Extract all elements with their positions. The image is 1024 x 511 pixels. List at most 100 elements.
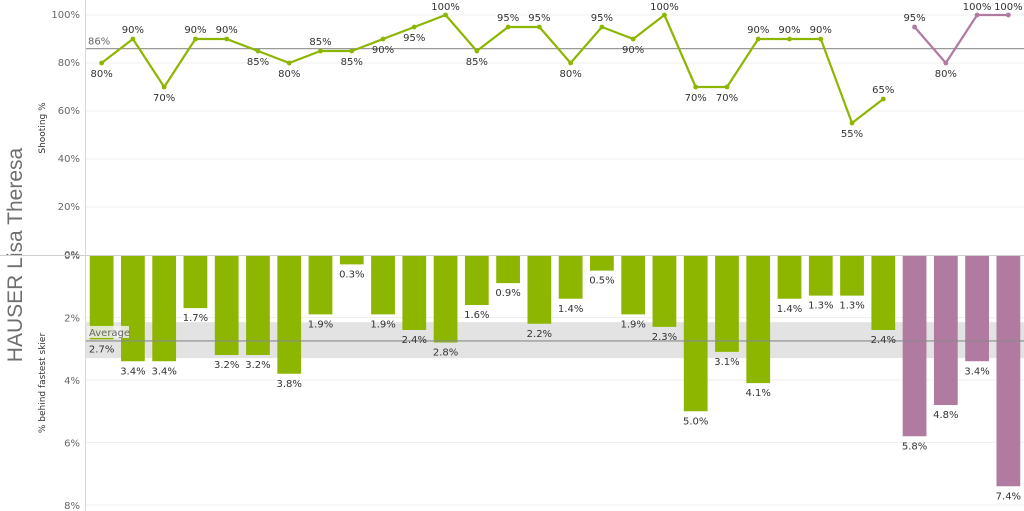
shooting-data-label: 90% (747, 25, 769, 36)
shooting-reference: 86% (86, 37, 1024, 50)
time-y-tick: 8% (64, 501, 80, 511)
shooting-point (599, 24, 605, 30)
shooting-y-tick: 60% (58, 106, 80, 117)
time-data-label: 7.4% (996, 491, 1021, 502)
shooting-data-label: 80% (278, 69, 300, 80)
shooting-point (411, 24, 417, 30)
shooting-point (380, 36, 386, 42)
time-data-label: 1.6% (464, 310, 489, 321)
shooting-point (943, 60, 949, 66)
time-bar (558, 256, 583, 299)
shooting-axis-title: Shooting % (38, 102, 48, 154)
time-data-label: 2.3% (652, 332, 677, 343)
shooting-data-label: 95% (903, 13, 925, 24)
shooting-point (787, 36, 792, 42)
shooting-point (662, 12, 667, 18)
time-bar (121, 256, 145, 362)
time-bar (933, 256, 958, 405)
time-data-label: 1.3% (839, 301, 864, 312)
time-y-tick: 6% (64, 439, 80, 450)
shooting-point (755, 36, 761, 42)
time-data-label: 1.9% (620, 319, 645, 330)
time-data-label: 0.9% (495, 288, 520, 299)
shooting-point (286, 60, 292, 66)
time-bar (496, 256, 520, 284)
shooting-point (849, 120, 855, 126)
shooting-data-label: 70% (685, 93, 707, 104)
shooting-point (693, 84, 699, 90)
shooting-data-label: 55% (841, 129, 863, 140)
shooting-data-label: 80% (560, 69, 582, 80)
shooting-point (724, 84, 730, 90)
shooting-gridlines (86, 14, 1024, 208)
time-bar (183, 256, 208, 309)
time-bar (371, 256, 395, 315)
time-bar (277, 256, 302, 374)
time-bar (808, 256, 833, 296)
shooting-points (99, 12, 1011, 126)
average-band-rect (86, 322, 1024, 359)
time-data-label: 2.4% (871, 335, 896, 346)
time-data-label: 1.7% (183, 313, 208, 324)
shooting-y-ticks: 0% 20% 40% 60% 80% 100% (51, 10, 80, 261)
time-bar (777, 256, 802, 299)
time-bar (152, 256, 177, 362)
shooting-data-label: 85% (466, 57, 488, 68)
shooting-point (1005, 12, 1011, 18)
time-bar (683, 256, 708, 412)
time-bar (871, 256, 896, 330)
shooting-data-label: 85% (247, 57, 269, 68)
average-label-bg (87, 325, 129, 338)
shooting-point (536, 24, 542, 30)
axis-labels: Shooting % % behind fastest skier (38, 102, 48, 433)
time-bar (621, 256, 646, 315)
average-reference: Average (86, 325, 1024, 342)
time-y-tick: 2% (64, 314, 80, 325)
shooting-point (318, 48, 323, 54)
shooting-point (349, 48, 355, 54)
time-data-label: 3.4% (120, 366, 145, 377)
shooting-series-line (913, 13, 1009, 65)
shooting-point (568, 60, 574, 66)
time-data-label: 0.5% (589, 276, 614, 287)
shooting-data-label: 90% (372, 45, 394, 56)
shooting-point (224, 36, 230, 42)
time-data-label: 1.9% (308, 319, 333, 330)
time-bar (746, 256, 771, 384)
shooting-series-lines (100, 13, 1009, 125)
time-data-label: 3.4% (964, 366, 989, 377)
shooting-point (630, 36, 636, 42)
shooting-point (880, 96, 886, 102)
shooting-data-label: 100% (650, 2, 679, 13)
shooting-y-tick: 80% (58, 58, 80, 69)
shooting-data-label: 100% (994, 2, 1023, 13)
time-y-tick: 4% (64, 376, 80, 387)
shooting-y-tick: 20% (58, 202, 80, 213)
shooting-data-label: 90% (810, 25, 832, 36)
time-bar (464, 256, 489, 305)
time-bar (246, 256, 270, 355)
time-bar (715, 256, 739, 352)
shooting-point (99, 60, 105, 66)
time-data-label: 3.2% (214, 360, 239, 371)
shooting-reference-label: 86% (88, 37, 110, 48)
shooting-data-label: 90% (778, 25, 800, 36)
shooting-y-tick: 40% (58, 154, 80, 165)
average-label: Average (89, 328, 130, 339)
shooting-data-label: 85% (341, 57, 363, 68)
time-data-label: 3.8% (277, 379, 302, 390)
shooting-point (130, 36, 136, 42)
shooting-data-label: 95% (591, 13, 613, 24)
time-axis-title: % behind fastest skier (38, 333, 48, 434)
time-data-labels: 2.7% 3.4% 3.4% 1.7% 3.2% 3.2% 3.8% 1.9% 0.3% 1.9%… (89, 269, 1021, 502)
time-bar (339, 256, 364, 265)
time-bar (308, 256, 333, 315)
shooting-data-labels: 80% 90% 70% 90% 90% 85% 80% 85% 85% 90% 95% 100% 85%… (91, 2, 1023, 140)
time-data-label: 1.4% (558, 304, 583, 315)
shooting-point (912, 24, 917, 30)
shooting-point (974, 12, 980, 18)
shooting-data-label: 70% (716, 93, 738, 104)
time-data-label: 3.2% (245, 360, 270, 371)
time-data-label: 2.7% (89, 344, 114, 355)
